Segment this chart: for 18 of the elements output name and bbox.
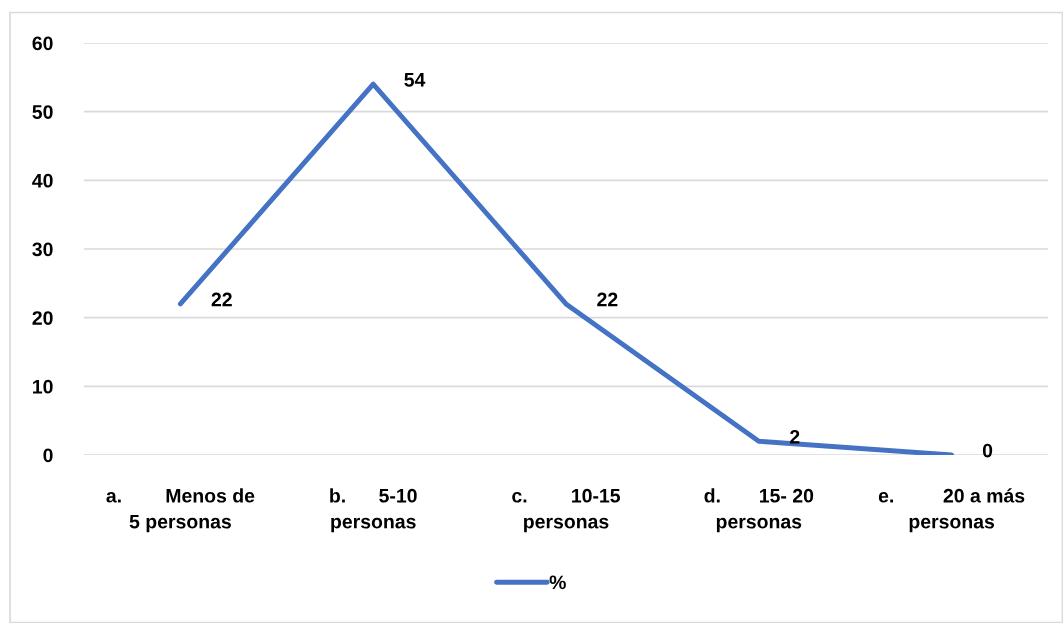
data-label: 2 — [790, 429, 800, 444]
x-tick-label: a. Menos de 5 personas — [106, 488, 255, 533]
data-label: 0 — [982, 443, 993, 458]
data-label: 22 — [597, 292, 618, 307]
y-tick-label: 30 — [32, 242, 53, 257]
y-tick-label: 10 — [33, 379, 53, 394]
y-tick-label: 60 — [32, 36, 53, 51]
x-tick-label: b. 5-10 personas — [330, 488, 417, 533]
data-label: 22 — [211, 292, 232, 307]
x-tick-label: e. 20 a más personas — [878, 488, 1025, 533]
x-tick-label: c. 10-15 personas — [512, 488, 621, 533]
y-tick-label: 40 — [32, 173, 53, 188]
y-tick-label: 50 — [32, 105, 53, 119]
data-label: 54 — [404, 73, 426, 87]
y-tick-label: 20 — [32, 311, 53, 325]
legend-label: % — [549, 575, 566, 590]
y-tick-label: 0 — [43, 448, 53, 463]
x-tick-label: d. 15- 20 personas — [704, 488, 814, 533]
